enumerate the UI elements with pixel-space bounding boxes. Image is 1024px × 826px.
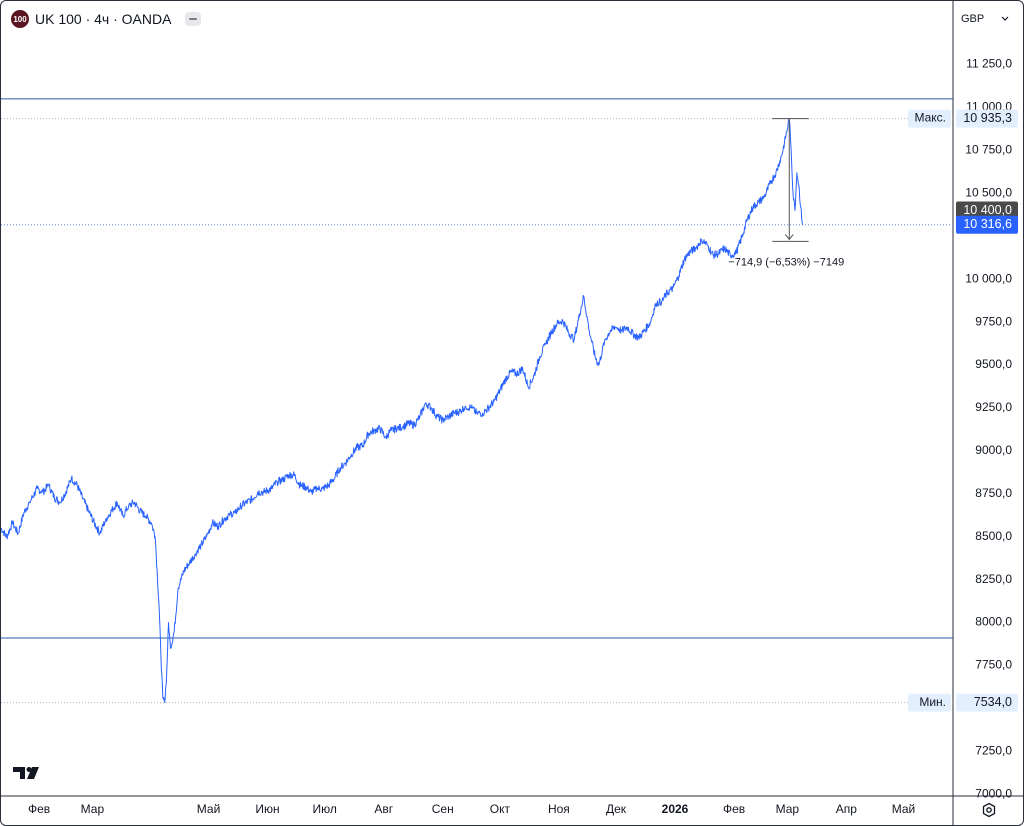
price-tick-label: 8250,0 xyxy=(975,572,1012,586)
price-tick-label: 7750,0 xyxy=(975,658,1012,672)
time-tick-label: Дек xyxy=(606,802,627,816)
min-price-label: 7534,0 xyxy=(974,695,1012,709)
symbol-logo: 100 xyxy=(11,10,29,28)
time-tick-label: Июл xyxy=(312,802,336,816)
max-price-label-box xyxy=(956,109,1018,128)
min-tag-box xyxy=(908,693,951,712)
price-tick-label: 7250,0 xyxy=(975,744,1012,758)
time-tick-label: Сен xyxy=(432,802,454,816)
time-tick-label: Ноя xyxy=(548,802,570,816)
max-tag: Макс. xyxy=(914,111,946,125)
time-tick-label: Май xyxy=(197,802,221,816)
price-tick-label: 11 250,0 xyxy=(966,57,1012,71)
currency-label: GBP xyxy=(961,13,985,25)
price-axis-ticks[interactable]: 11 250,011 000,010 750,010 500,010 000,0… xyxy=(965,57,1012,801)
horizontal-lines[interactable] xyxy=(1,98,953,704)
current-price-label: 10 316,6 xyxy=(963,217,1012,231)
price-labels: 10 935,3 Макс. 7534,0 Мин. 10 400,010 316,6 xyxy=(908,109,1018,712)
price-tick-label: 8500,0 xyxy=(975,529,1012,543)
price-tick-label: 10 750,0 xyxy=(965,143,1012,157)
time-tick-label: Мар xyxy=(81,802,105,816)
price-tick-label: 10 500,0 xyxy=(965,185,1012,199)
time-tick-label: Окт xyxy=(490,802,511,816)
price-tick-label: 9500,0 xyxy=(975,357,1012,371)
collapse-icon[interactable] xyxy=(185,12,202,26)
time-tick-label: Апр xyxy=(836,802,858,816)
max-tag-box xyxy=(908,109,951,128)
price-tick-label: 9250,0 xyxy=(975,400,1012,414)
measurement-tool[interactable]: −714,9 (−6,53%) −7149 xyxy=(728,118,844,269)
time-tick-label: Авг xyxy=(374,802,393,816)
price-tick-label: 9750,0 xyxy=(975,314,1012,328)
last-value-label-box xyxy=(956,201,1018,220)
min-tag: Мин. xyxy=(919,695,946,709)
symbol-title[interactable]: UK 100 · 4ч · OANDA xyxy=(35,11,172,27)
current-price-label-box xyxy=(956,215,1018,234)
min-price-label-box xyxy=(956,693,1018,712)
price-tick-label: 9000,0 xyxy=(975,443,1012,457)
time-axis-ticks[interactable]: Фев Мар Май Июн Июл Авг Сен Окт Ноя Дек 2026 Фев Мар… xyxy=(28,802,915,816)
last-value-label: 10 400,0 xyxy=(963,203,1012,217)
settings-icon[interactable] xyxy=(981,802,997,818)
price-tick-label: 7000,0 xyxy=(975,786,1012,800)
price-tick-label: 8750,0 xyxy=(975,486,1012,500)
chevron-down-icon xyxy=(1001,16,1009,21)
time-tick-label: 2026 xyxy=(662,802,689,816)
price-series xyxy=(1,118,804,704)
time-tick-label: Мар xyxy=(776,802,800,816)
measure-arrowhead xyxy=(784,234,794,241)
currency-selector[interactable]: GBP xyxy=(954,8,1016,30)
measurement-label: −714,9 (−6,53%) −7149 xyxy=(728,256,844,268)
tradingview-logo[interactable] xyxy=(13,765,45,781)
time-tick-label: Фев xyxy=(723,802,745,816)
time-tick-label: Май xyxy=(892,802,916,816)
max-price-label: 10 935,3 xyxy=(963,111,1012,125)
chart-header[interactable]: 100 UK 100 · 4ч · OANDA xyxy=(11,10,202,28)
price-tick-label: 8000,0 xyxy=(975,615,1012,629)
time-tick-label: Фев xyxy=(28,802,50,816)
price-tick-label: 10 000,0 xyxy=(965,271,1012,285)
series-line xyxy=(1,118,804,704)
time-tick-label: Июн xyxy=(255,802,279,816)
